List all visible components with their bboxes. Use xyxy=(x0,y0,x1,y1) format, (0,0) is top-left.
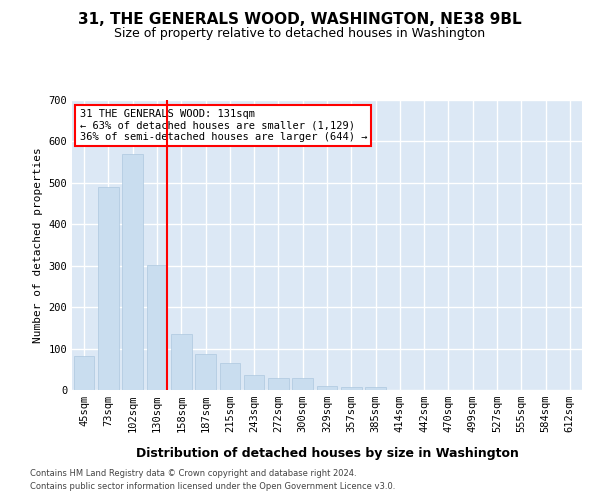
Text: 31 THE GENERALS WOOD: 131sqm
← 63% of detached houses are smaller (1,129)
36% of: 31 THE GENERALS WOOD: 131sqm ← 63% of de… xyxy=(80,108,367,142)
Y-axis label: Number of detached properties: Number of detached properties xyxy=(33,147,43,343)
Bar xyxy=(220,363,240,390)
Bar xyxy=(195,354,216,390)
Bar xyxy=(122,154,143,390)
Bar xyxy=(365,386,386,390)
Bar xyxy=(292,378,313,390)
Bar xyxy=(146,265,167,390)
Bar xyxy=(74,356,94,390)
Bar xyxy=(341,386,362,390)
Bar xyxy=(98,187,119,390)
Bar xyxy=(171,334,191,390)
Bar xyxy=(244,374,265,390)
Text: Size of property relative to detached houses in Washington: Size of property relative to detached ho… xyxy=(115,28,485,40)
Bar xyxy=(268,378,289,390)
Text: Contains public sector information licensed under the Open Government Licence v3: Contains public sector information licen… xyxy=(30,482,395,491)
Text: Distribution of detached houses by size in Washington: Distribution of detached houses by size … xyxy=(136,448,518,460)
Text: Contains HM Land Registry data © Crown copyright and database right 2024.: Contains HM Land Registry data © Crown c… xyxy=(30,468,356,477)
Text: 31, THE GENERALS WOOD, WASHINGTON, NE38 9BL: 31, THE GENERALS WOOD, WASHINGTON, NE38 … xyxy=(78,12,522,28)
Bar xyxy=(317,386,337,390)
